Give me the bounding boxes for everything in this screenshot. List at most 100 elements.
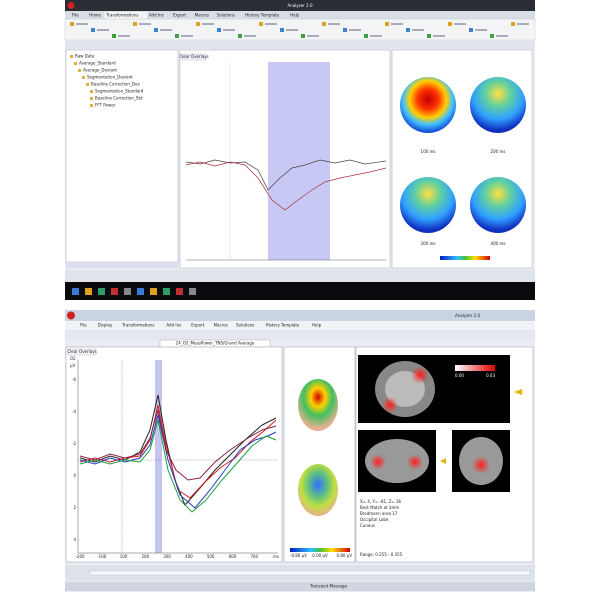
x-tick-label: 600: [229, 554, 237, 559]
ribbon-icon[interactable]: [385, 22, 389, 26]
ribbon-label: [181, 35, 193, 37]
ribbon-label: [265, 23, 277, 25]
ribbon-icon[interactable]: [175, 34, 179, 38]
taskbar-icon[interactable]: [72, 288, 79, 295]
ribbon-icon[interactable]: [322, 22, 326, 26]
ribbon-icon[interactable]: [490, 34, 494, 38]
y-tick-label: 0: [73, 473, 76, 478]
ribbon-icon[interactable]: [406, 28, 410, 32]
ribbon-icon[interactable]: [238, 34, 242, 38]
ribbon-icon[interactable]: [448, 22, 452, 26]
ribbon-tab[interactable]: History Template: [245, 13, 279, 18]
map-label: 400 ms: [491, 241, 506, 246]
menu-item[interactable]: Help: [312, 323, 322, 328]
waveform: [79, 419, 277, 513]
ribbon-tabs: [65, 11, 535, 19]
tree-item[interactable]: Segmentation_Standard: [95, 89, 144, 94]
tree-item[interactable]: Baseline Correction_Dev: [91, 82, 140, 87]
clear-overlays-button[interactable]: [67, 348, 97, 356]
activation: [382, 397, 398, 413]
ribbon-icon[interactable]: [364, 34, 368, 38]
taskbar-icon[interactable]: [137, 288, 144, 295]
tree-item[interactable]: Raw Data: [75, 54, 95, 59]
toolbar: [65, 41, 535, 49]
menu-item[interactable]: Display: [98, 323, 113, 328]
app-icon: [67, 311, 75, 320]
ribbon-icon[interactable]: [280, 28, 284, 32]
tree-item[interactable]: Baseline Correction_Std: [95, 96, 143, 101]
ribbon-icon[interactable]: [133, 22, 137, 26]
taskbar-icon[interactable]: [163, 288, 170, 295]
ribbon-tab[interactable]: Home: [89, 13, 101, 18]
menu-item[interactable]: Export: [191, 323, 205, 328]
ribbon-tab[interactable]: Add Ins: [149, 13, 164, 18]
taskbar-icon[interactable]: [124, 288, 131, 295]
ribbon-label: [139, 23, 151, 25]
x-tick-label: ms: [273, 554, 279, 559]
taskbar-icon[interactable]: [150, 288, 157, 295]
tree-item[interactable]: Average_Standard: [79, 61, 116, 66]
brain-slice: [365, 439, 429, 483]
menu-item[interactable]: File: [80, 323, 87, 328]
taskbar-icon[interactable]: [111, 288, 118, 295]
taskbar-icon[interactable]: [85, 288, 92, 295]
ribbon-tab[interactable]: Transformations: [105, 13, 138, 18]
ribbon-tab[interactable]: Export: [173, 13, 187, 18]
active-tab: [104, 12, 147, 19]
info-line: Occipital Lobe: [360, 517, 389, 522]
tree-tabs: [66, 262, 178, 268]
ribbon-label: [76, 23, 88, 25]
ribbon-tab[interactable]: File: [72, 13, 79, 18]
ribbon-label: [244, 35, 256, 37]
ribbon-icon[interactable]: [343, 28, 347, 32]
tree-icon: [90, 97, 93, 100]
menu-bar: [65, 321, 535, 330]
mri-color-bar: [455, 365, 495, 371]
taskbar-icon[interactable]: [176, 288, 183, 295]
y-tick-label: 4: [73, 537, 76, 542]
top-window: Analyzer 2.0 File Home Transformations Add …: [64, 0, 536, 300]
mri-scale: 0.00: [455, 373, 464, 378]
ribbon-icon[interactable]: [301, 34, 305, 38]
waveform: [185, 159, 387, 191]
ribbon-icon[interactable]: [196, 22, 200, 26]
menu-item[interactable]: Add Ins: [166, 323, 181, 328]
activation: [370, 454, 386, 470]
ribbon-icon[interactable]: [511, 22, 515, 26]
ribbon-icon[interactable]: [154, 28, 158, 32]
tree-item[interactable]: Segmentation_Deviant: [87, 75, 133, 80]
menu-item[interactable]: History Template: [266, 323, 300, 328]
scroll-bar[interactable]: [89, 570, 531, 576]
ribbon-icon[interactable]: [469, 28, 473, 32]
ribbon-icon[interactable]: [91, 28, 95, 32]
clear-overlays-button[interactable]: [181, 53, 207, 61]
x-tick-label: 200: [142, 554, 150, 559]
ribbon-icon[interactable]: [217, 28, 221, 32]
map-label: 200 ms: [491, 149, 506, 154]
taskbar-icon[interactable]: [189, 288, 196, 295]
y-unit: µV: [70, 363, 76, 368]
x-tick-label: -100: [97, 554, 107, 559]
ribbon-icon[interactable]: [70, 22, 74, 26]
taskbar-icon[interactable]: [98, 288, 105, 295]
ribbon-icon[interactable]: [427, 34, 431, 38]
ribbon-label: [118, 35, 130, 37]
tree-item[interactable]: Average_Deviant: [83, 68, 117, 73]
ribbon-icon[interactable]: [112, 34, 116, 38]
tree-item[interactable]: FFT Power: [95, 103, 116, 108]
x-tick-label: 300: [163, 554, 171, 559]
colorbar-label: 0.80 µV: [337, 553, 353, 558]
y-tick-label: -2: [72, 441, 76, 446]
menu-item[interactable]: Transformations: [121, 323, 154, 328]
menu-item[interactable]: Solutions: [236, 323, 254, 328]
ribbon-tab[interactable]: Solutions: [217, 13, 235, 18]
ribbon: [64, 18, 536, 41]
mri-scale: 0.03: [486, 373, 495, 378]
tree-icon: [78, 69, 81, 72]
ribbon-tab[interactable]: Macros: [195, 13, 209, 18]
ribbon-tab[interactable]: Help: [290, 13, 300, 18]
menu-item[interactable]: Macros: [214, 323, 228, 328]
plot-panel: [65, 346, 283, 563]
tree-icon: [82, 76, 85, 79]
ribbon-icon[interactable]: [259, 22, 263, 26]
